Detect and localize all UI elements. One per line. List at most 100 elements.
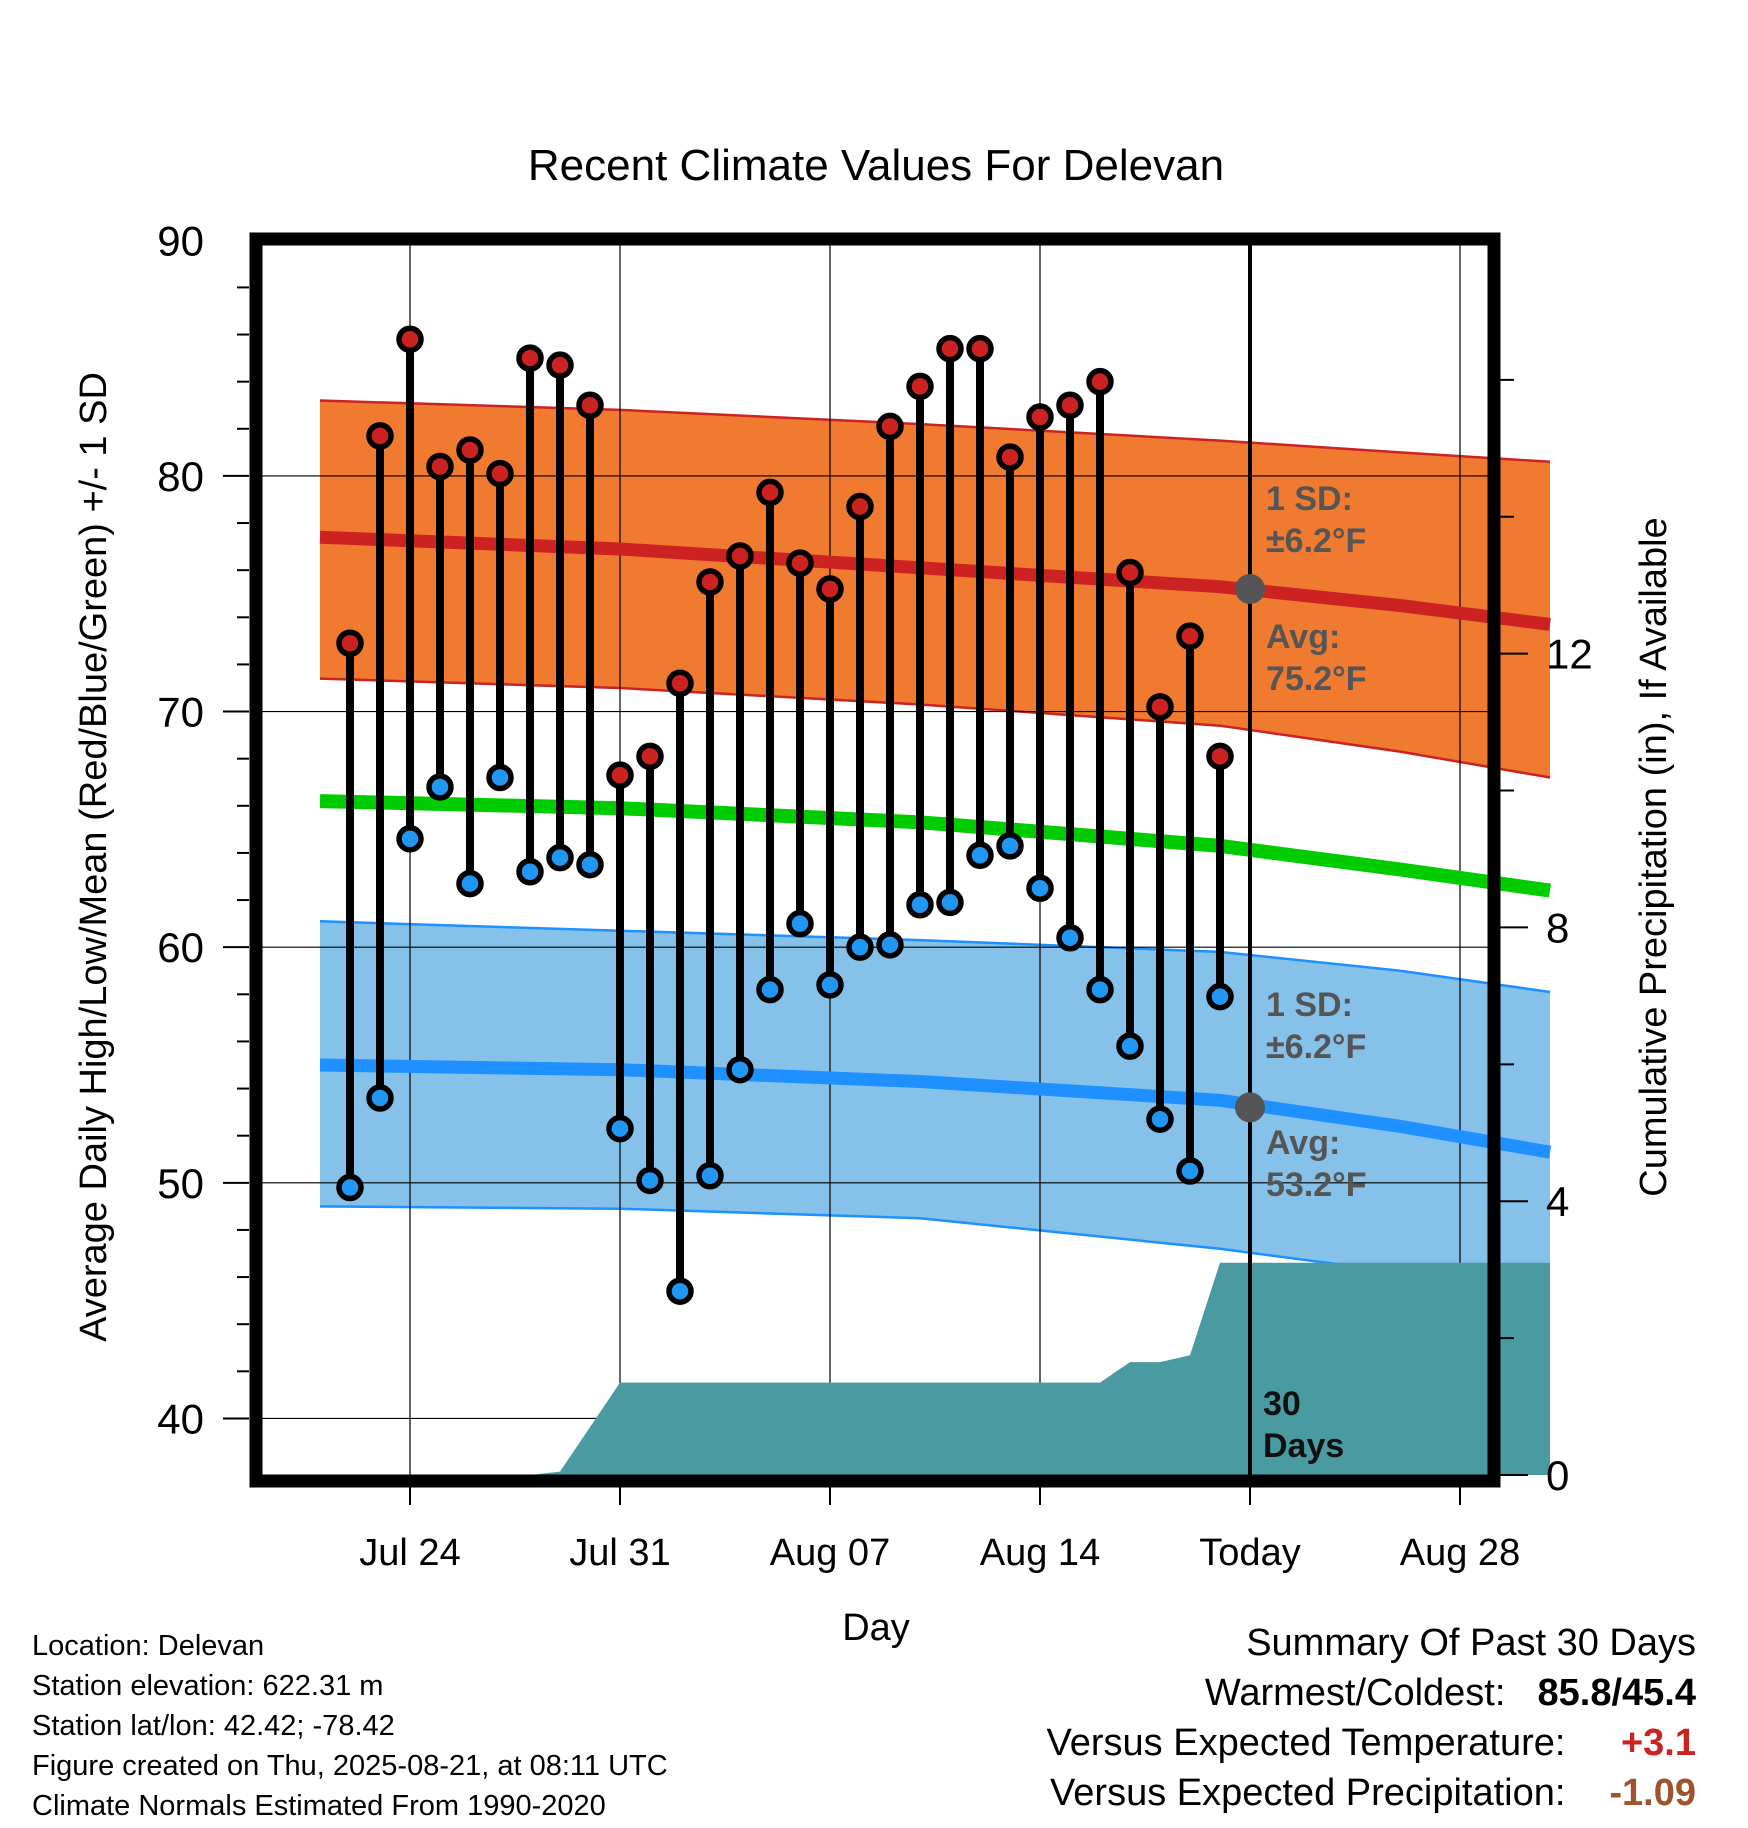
- obs-high-point: [936, 334, 964, 363]
- observations-layer: [336, 325, 1234, 1305]
- obs-high-point: [906, 372, 934, 401]
- summary-temp-row: Versus Expected Temperature: +3.1: [1047, 1718, 1696, 1768]
- high-avg-label: Avg:: [1266, 618, 1340, 656]
- obs-low-point: [876, 931, 904, 959]
- normal-mean-line: [319, 794, 1551, 898]
- precip-layer: [320, 1262, 1550, 1475]
- band-layer: [319, 399, 1551, 1302]
- obs-low-point: [696, 1161, 724, 1190]
- summary-title: Summary Of Past 30 Days: [1246, 1622, 1696, 1664]
- normal-low-line: [319, 1058, 1552, 1159]
- obs-low-point: [606, 1114, 634, 1143]
- obs-low-point: [456, 869, 484, 898]
- obs-high-point: [486, 459, 514, 488]
- x-tick-label: Aug 28: [1400, 1532, 1520, 1574]
- obs-low-point: [996, 832, 1024, 860]
- obs-low-point: [516, 858, 544, 886]
- obs-high-point: [666, 669, 694, 698]
- obs-low-point: [1176, 1157, 1204, 1185]
- y2-tick-label: 12: [1546, 631, 1593, 678]
- obs-low-point: [636, 1166, 664, 1195]
- info-location: Location: Delevan: [32, 1630, 265, 1662]
- y2-tick-label: 4: [1546, 1178, 1569, 1225]
- high-sd-label: 1 SD:: [1266, 480, 1353, 518]
- today-layer: [1235, 245, 1265, 1475]
- summary-temp-value: +3.1: [1620, 1722, 1696, 1764]
- x-tick-label: Jul 31: [569, 1532, 670, 1574]
- obs-low-point: [786, 909, 814, 938]
- high-sd-band: [320, 400, 1550, 778]
- obs-low-point: [966, 841, 994, 870]
- obs-high-point: [636, 742, 664, 771]
- window-label-count: 30: [1263, 1385, 1301, 1423]
- obs-low-point: [726, 1055, 754, 1084]
- summary-warm-cold-label: Warmest/Coldest:: [1204, 1672, 1506, 1714]
- low-avg-label: Avg:: [1266, 1124, 1340, 1162]
- y-tick-label: 70: [157, 689, 204, 736]
- obs-high-point: [1086, 367, 1114, 396]
- obs-high-point: [726, 542, 754, 570]
- obs-low-point: [1026, 874, 1054, 903]
- obs-high-point: [786, 549, 814, 577]
- low-avg-value: 53.2°F: [1266, 1166, 1367, 1204]
- obs-high-point: [1146, 693, 1174, 721]
- y2-axis-label: Cumulative Precipitation (in), If Availa…: [1633, 517, 1675, 1196]
- y2-tick-label: 0: [1546, 1452, 1569, 1499]
- obs-low-point: [1116, 1032, 1144, 1060]
- obs-low-point: [1056, 924, 1084, 952]
- obs-high-point: [1056, 391, 1084, 419]
- obs-low-point: [936, 888, 964, 917]
- obs-high-point: [876, 412, 904, 441]
- obs-high-point: [696, 568, 724, 596]
- annotation-layer: 1 SD: ±6.2°F Avg: 75.2°F 1 SD: ±6.2°F Avg: 53.2…: [1263, 480, 1367, 1465]
- obs-high-point: [576, 391, 604, 419]
- obs-high-point: [816, 575, 844, 603]
- y-tick-label: 60: [157, 924, 204, 971]
- x-tick-label: Aug 07: [770, 1532, 890, 1574]
- plot-frame: [249, 232, 1501, 1488]
- x-tick-label: Jul 24: [359, 1532, 460, 1574]
- low-sd-label: 1 SD:: [1266, 986, 1353, 1024]
- precip-area: [320, 1262, 1550, 1475]
- obs-low-point: [756, 975, 784, 1004]
- obs-high-point: [366, 422, 394, 450]
- summary-precip-label: Versus Expected Precipitation:: [1050, 1772, 1566, 1814]
- summary-temp-label: Versus Expected Temperature:: [1046, 1722, 1566, 1764]
- chart-title: Recent Climate Values For Delevan: [528, 141, 1224, 190]
- obs-low-point: [666, 1277, 694, 1305]
- info-latlon: Station lat/lon: 42.42; -78.42: [32, 1710, 395, 1742]
- y2-tick-label: 8: [1546, 904, 1569, 951]
- low-sd-value: ±6.2°F: [1266, 1028, 1366, 1066]
- info-created: Figure created on Thu, 2025-08-21, at 08…: [32, 1750, 668, 1782]
- x-tick-label: Today: [1199, 1532, 1300, 1574]
- high-sd-value: ±6.2°F: [1266, 522, 1366, 560]
- window-label-unit: Days: [1263, 1427, 1344, 1465]
- obs-high-point: [1116, 558, 1144, 587]
- obs-high-point: [426, 452, 454, 481]
- summary-panel: Summary Of Past 30 Days Warmest/Coldest:…: [1047, 1618, 1696, 1818]
- y-tick-label: 90: [157, 217, 204, 264]
- obs-high-point: [606, 761, 634, 789]
- x-axis-label: Day: [842, 1607, 910, 1649]
- info-elevation: Station elevation: 622.31 m: [32, 1670, 384, 1702]
- obs-low-point: [1086, 975, 1114, 1004]
- obs-high-point: [546, 351, 574, 379]
- obs-high-point: [756, 478, 784, 507]
- obs-high-point: [1176, 622, 1204, 650]
- station-info: Location: Delevan Station elevation: 622…: [32, 1626, 668, 1826]
- obs-low-point: [336, 1173, 364, 1202]
- today-low-avg-marker: [1235, 1092, 1265, 1123]
- info-normals: Climate Normals Estimated From 1990-2020: [32, 1790, 606, 1822]
- summary-precip-value: -1.09: [1609, 1772, 1696, 1814]
- obs-low-point: [846, 933, 874, 961]
- obs-low-point: [426, 773, 454, 801]
- obs-low-point: [816, 971, 844, 999]
- y-tick-label: 40: [157, 1395, 204, 1442]
- obs-low-point: [546, 843, 574, 872]
- today-high-avg-marker: [1235, 574, 1265, 605]
- obs-high-point: [966, 334, 994, 363]
- obs-high-point: [396, 325, 424, 354]
- summary-warm-cold-value: 85.8/45.4: [1537, 1672, 1696, 1714]
- obs-high-point: [456, 436, 484, 464]
